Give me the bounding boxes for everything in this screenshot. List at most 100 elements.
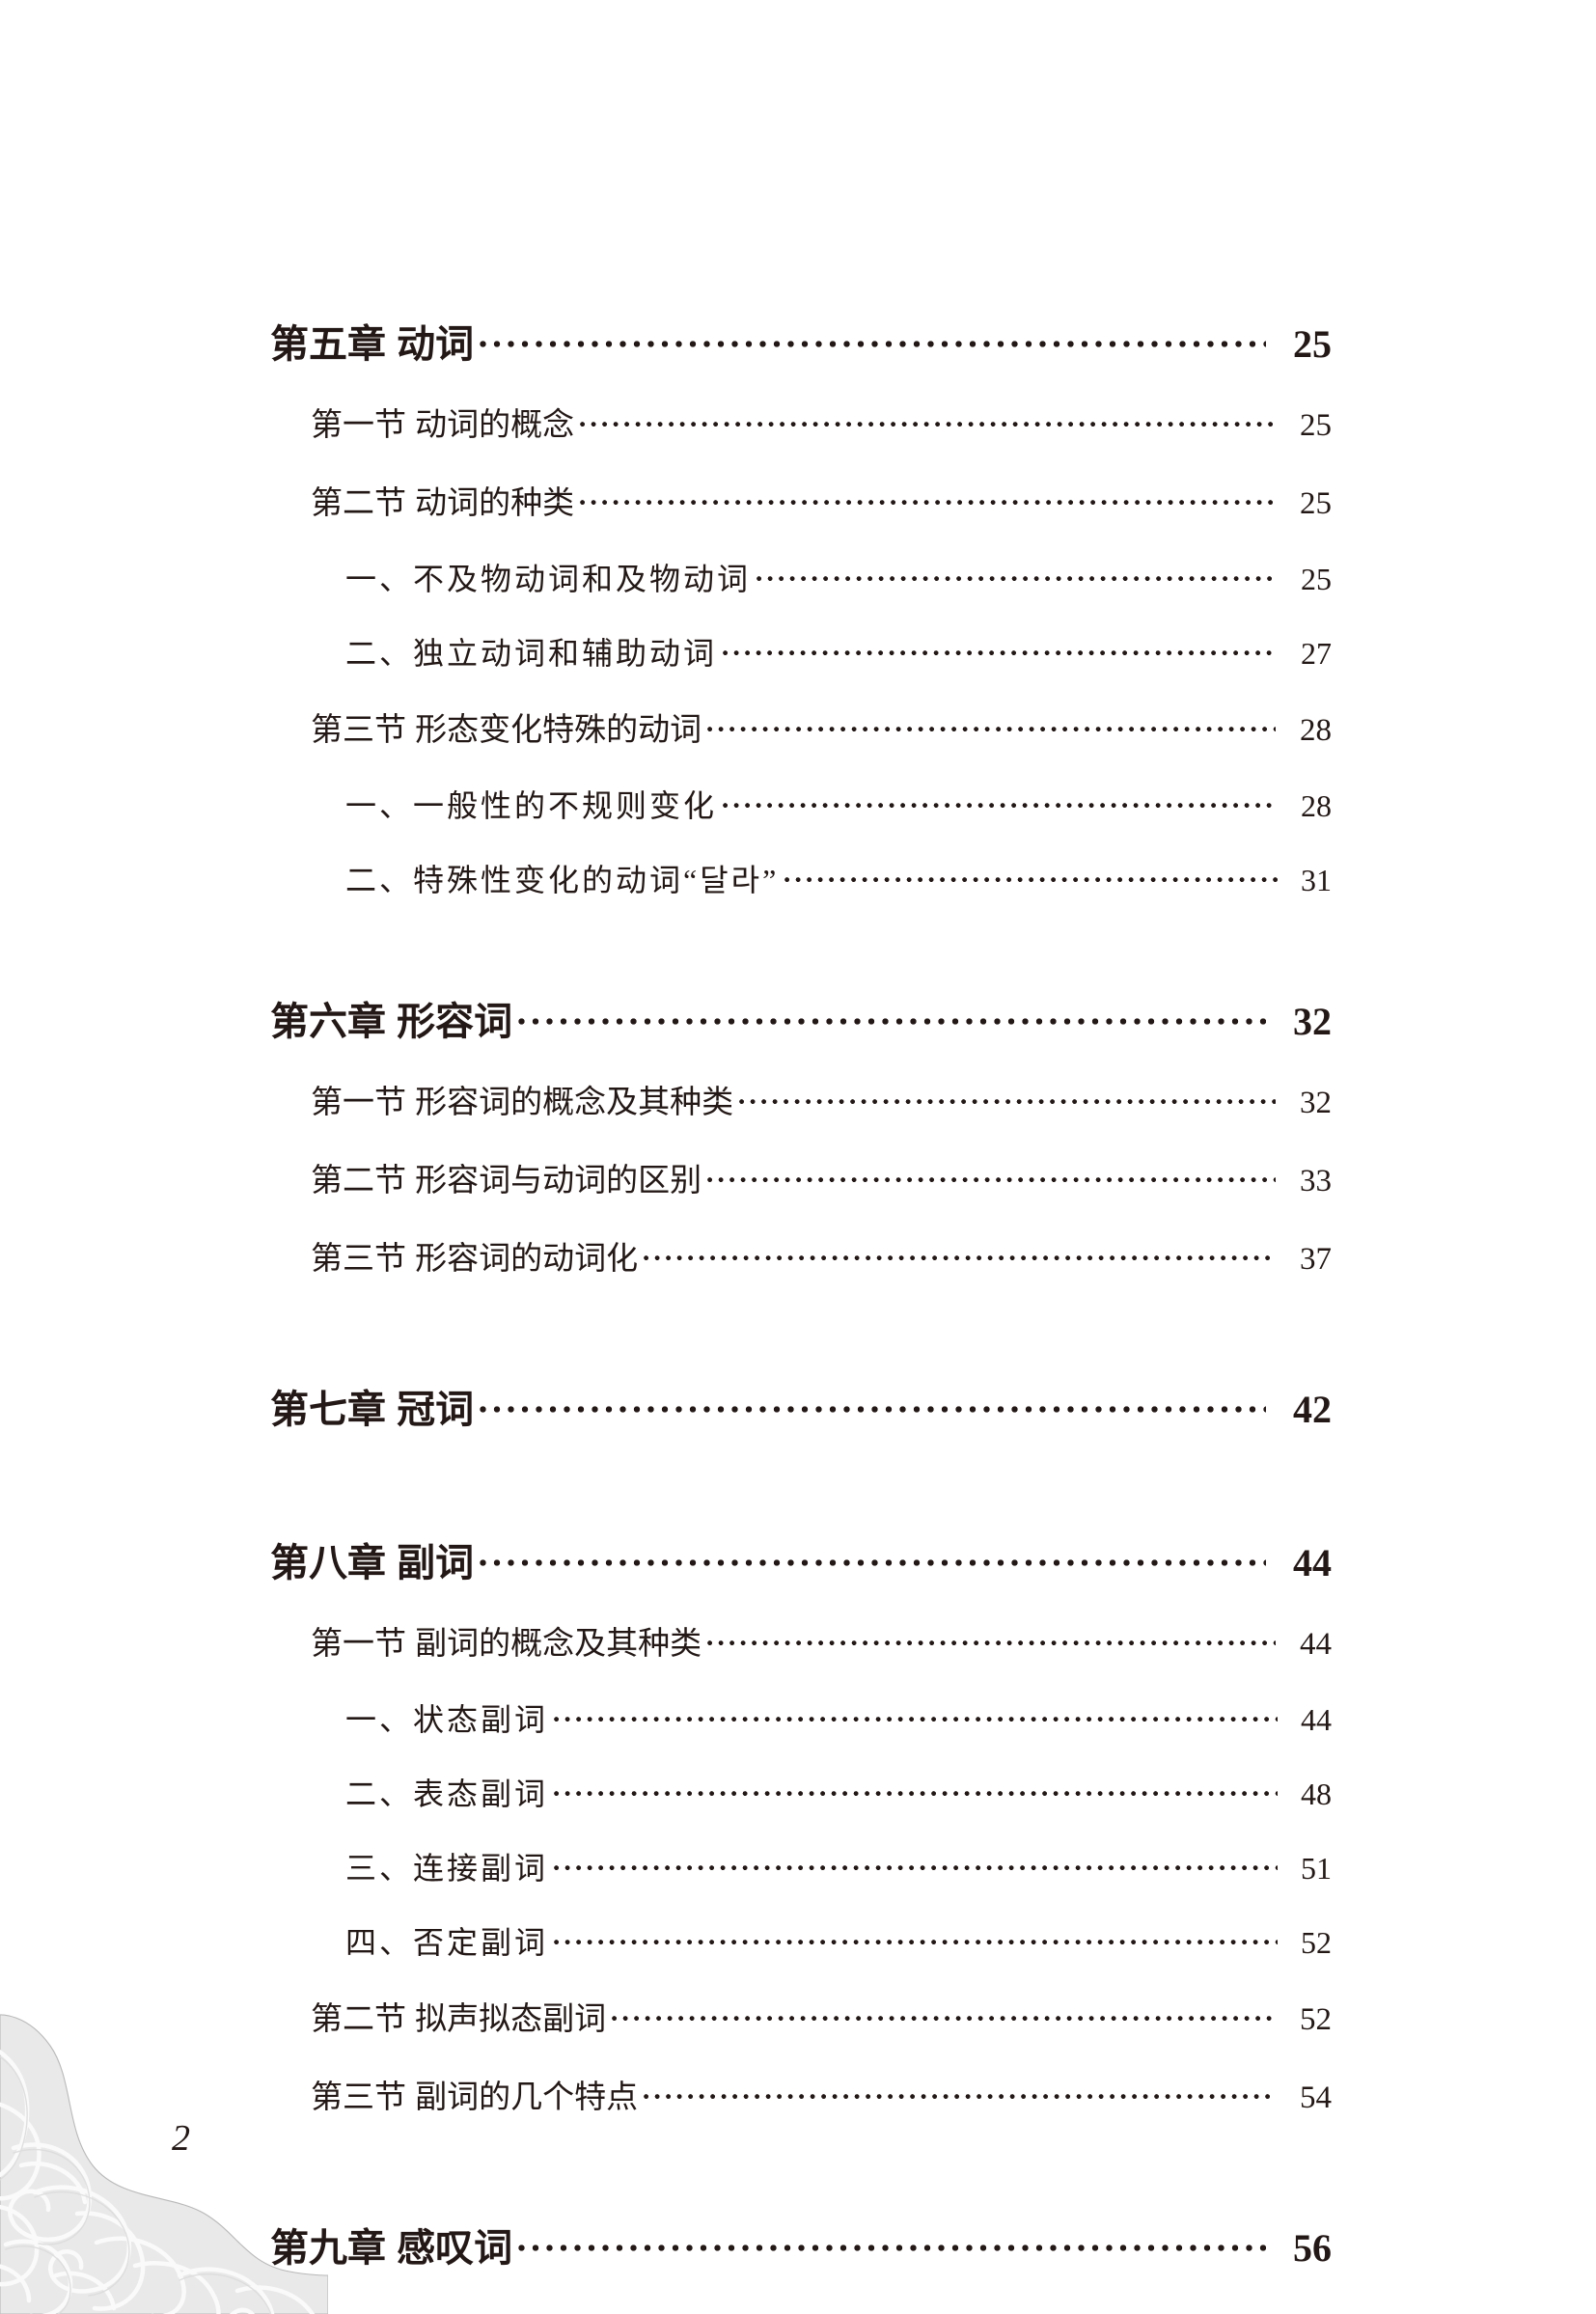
section-entry-label: 第二节 拟声拟态副词 <box>311 2000 607 2036</box>
dot-leader <box>480 1384 1266 1422</box>
dot-leader <box>554 1699 1278 1730</box>
section-entry-page-number: 44 <box>1300 1627 1332 1662</box>
section-entry[interactable]: 第二节 动词的种类 25 <box>311 482 1596 520</box>
section-entry-page-number: 25 <box>1300 486 1332 521</box>
chapter-entry[interactable]: 第九章 感叹词 56 <box>270 2222 1596 2270</box>
chapter-entry[interactable]: 第七章 冠词 42 <box>270 1384 1596 1431</box>
vertical-spacer <box>0 1884 1596 1922</box>
subitem-entry[interactable]: 一、一般性的不规则变化 28 <box>345 785 1596 821</box>
subitem-entry-label: 四、否定副词 <box>345 1925 549 1960</box>
chapter-entry-page-number: 56 <box>1293 2226 1332 2270</box>
toc-row[interactable]: 第三节 形态变化特殊的动词 28 <box>311 708 1332 747</box>
toc-row[interactable]: 四、否定副词 52 <box>345 1922 1332 1958</box>
toc-row[interactable]: 第八章 副词 44 <box>270 1537 1332 1584</box>
vertical-spacer <box>0 1661 1596 1699</box>
subitem-entry-label: 三、连接副词 <box>345 1851 549 1886</box>
chapter-entry-page-number: 25 <box>1293 322 1332 366</box>
vertical-spacer <box>0 442 1596 482</box>
toc-row[interactable]: 第一节 副词的概念及其种类 44 <box>311 1622 1332 1661</box>
dot-leader <box>554 1848 1278 1879</box>
section-entry-page-number: 52 <box>1300 2002 1332 2037</box>
subitem-entry-label: 一、一般性的不规则变化 <box>345 788 718 823</box>
vertical-spacer <box>0 2114 1596 2222</box>
toc-row[interactable]: 第一节 动词的概念 25 <box>311 403 1332 442</box>
vertical-spacer <box>0 821 1596 860</box>
section-entry-label: 第三节 副词的几个特点 <box>311 2079 639 2114</box>
subitem-entry[interactable]: 一、状态副词 44 <box>345 1699 1596 1735</box>
subitem-entry-page-number: 44 <box>1301 1702 1332 1737</box>
subitem-entry[interactable]: 四、否定副词 52 <box>345 1922 1596 1958</box>
dot-leader <box>480 1537 1266 1576</box>
vertical-spacer <box>0 895 1596 996</box>
chapter-entry[interactable]: 第八章 副词 44 <box>270 1537 1596 1584</box>
section-entry-label: 第一节 形容词的概念及其种类 <box>311 1084 734 1119</box>
toc-row[interactable]: 二、特殊性变化的动词“달라” 31 <box>345 860 1332 895</box>
chapter-entry-page-number: 42 <box>1293 1388 1332 1431</box>
section-entry[interactable]: 第三节 形态变化特殊的动词 28 <box>311 708 1596 747</box>
vertical-spacer <box>0 1583 1596 1622</box>
toc-row[interactable]: 第二节 拟声拟态副词 52 <box>311 1997 1332 2036</box>
section-entry[interactable]: 第三节 形容词的动词化 37 <box>311 1237 1596 1276</box>
chapter-entry-label: 第八章 副词 <box>270 1542 475 1584</box>
dot-leader <box>554 1774 1278 1804</box>
section-entry[interactable]: 第三节 副词的几个特点 54 <box>311 2076 1596 2114</box>
vertical-spacer <box>0 1735 1596 1774</box>
toc-row[interactable]: 第九章 感叹词 56 <box>270 2222 1332 2270</box>
vertical-spacer <box>0 594 1596 633</box>
section-entry[interactable]: 第二节 拟声拟态副词 52 <box>311 1997 1596 2036</box>
dot-leader <box>644 1237 1276 1269</box>
toc-row[interactable]: 二、表态副词 48 <box>345 1774 1332 1809</box>
subitem-entry-page-number: 27 <box>1301 636 1332 671</box>
subitem-entry[interactable]: 三、连接副词 51 <box>345 1848 1596 1884</box>
toc-row[interactable]: 第五章 动词 25 <box>270 318 1332 366</box>
section-entry[interactable]: 第一节 副词的概念及其种类 44 <box>311 1622 1596 1661</box>
toc-row[interactable]: 第七章 冠词 42 <box>270 1384 1332 1431</box>
chapter-entry[interactable]: 第六章 形容词 32 <box>270 996 1596 1042</box>
subitem-entry-page-number: 31 <box>1301 863 1332 897</box>
chapter-entry-page-number: 44 <box>1293 1541 1332 1584</box>
chapter-entry-label: 第五章 动词 <box>270 323 475 366</box>
vertical-spacer <box>0 1119 1596 1159</box>
toc-row[interactable]: 三、连接副词 51 <box>345 1848 1332 1884</box>
dot-leader <box>480 318 1266 357</box>
subitem-entry-page-number: 28 <box>1301 788 1332 823</box>
vertical-spacer <box>0 520 1596 559</box>
section-entry-page-number: 28 <box>1300 713 1332 748</box>
toc-row[interactable]: 一、不及物动词和及物动词 25 <box>345 559 1332 594</box>
subitem-entry[interactable]: 二、表态副词 48 <box>345 1774 1596 1809</box>
dot-leader <box>723 785 1278 816</box>
chapter-entry[interactable]: 第五章 动词 25 <box>270 318 1596 366</box>
toc-row[interactable]: 第一节 形容词的概念及其种类 32 <box>311 1081 1332 1119</box>
toc-row[interactable]: 第六章 形容词 32 <box>270 996 1332 1042</box>
vertical-spacer <box>0 669 1596 708</box>
dot-leader <box>612 1997 1276 2029</box>
subitem-entry-label: 二、表态副词 <box>345 1777 549 1811</box>
vertical-spacer <box>0 1429 1596 1537</box>
subitem-entry[interactable]: 二、特殊性变化的动词“달라” 31 <box>345 860 1596 895</box>
toc-row[interactable]: 一、状态副词 44 <box>345 1699 1332 1735</box>
toc-row[interactable]: 第三节 形容词的动词化 37 <box>311 1237 1332 1276</box>
toc-row[interactable]: 第二节 动词的种类 25 <box>311 482 1332 520</box>
subitem-entry[interactable]: 二、独立动词和辅助动词 27 <box>345 633 1596 669</box>
toc-row[interactable]: 第三节 副词的几个特点 54 <box>311 2076 1332 2114</box>
section-entry[interactable]: 第一节 形容词的概念及其种类 32 <box>311 1081 1596 1119</box>
subitem-entry-page-number: 52 <box>1301 1925 1332 1960</box>
toc-row[interactable]: 二、独立动词和辅助动词 27 <box>345 633 1332 669</box>
section-entry-page-number: 25 <box>1300 408 1332 443</box>
vertical-spacer <box>0 747 1596 785</box>
section-entry[interactable]: 第二节 形容词与动词的区别 33 <box>311 1159 1596 1198</box>
toc-row[interactable]: 第二节 形容词与动词的区别 33 <box>311 1159 1332 1198</box>
toc-row[interactable]: 一、一般性的不规则变化 28 <box>345 785 1332 821</box>
section-entry[interactable]: 第一节 动词的概念 25 <box>311 403 1596 442</box>
section-entry-label: 第一节 副词的概念及其种类 <box>311 1625 702 1661</box>
vertical-spacer <box>0 364 1596 403</box>
subitem-entry[interactable]: 一、不及物动词和及物动词 25 <box>345 559 1596 594</box>
dot-leader <box>723 633 1278 664</box>
section-entry-page-number: 32 <box>1300 1086 1332 1120</box>
dot-leader <box>739 1081 1276 1113</box>
subitem-entry-page-number: 51 <box>1301 1851 1332 1886</box>
subitem-entry-label: 一、状态副词 <box>345 1702 549 1737</box>
dot-leader <box>518 996 1266 1034</box>
